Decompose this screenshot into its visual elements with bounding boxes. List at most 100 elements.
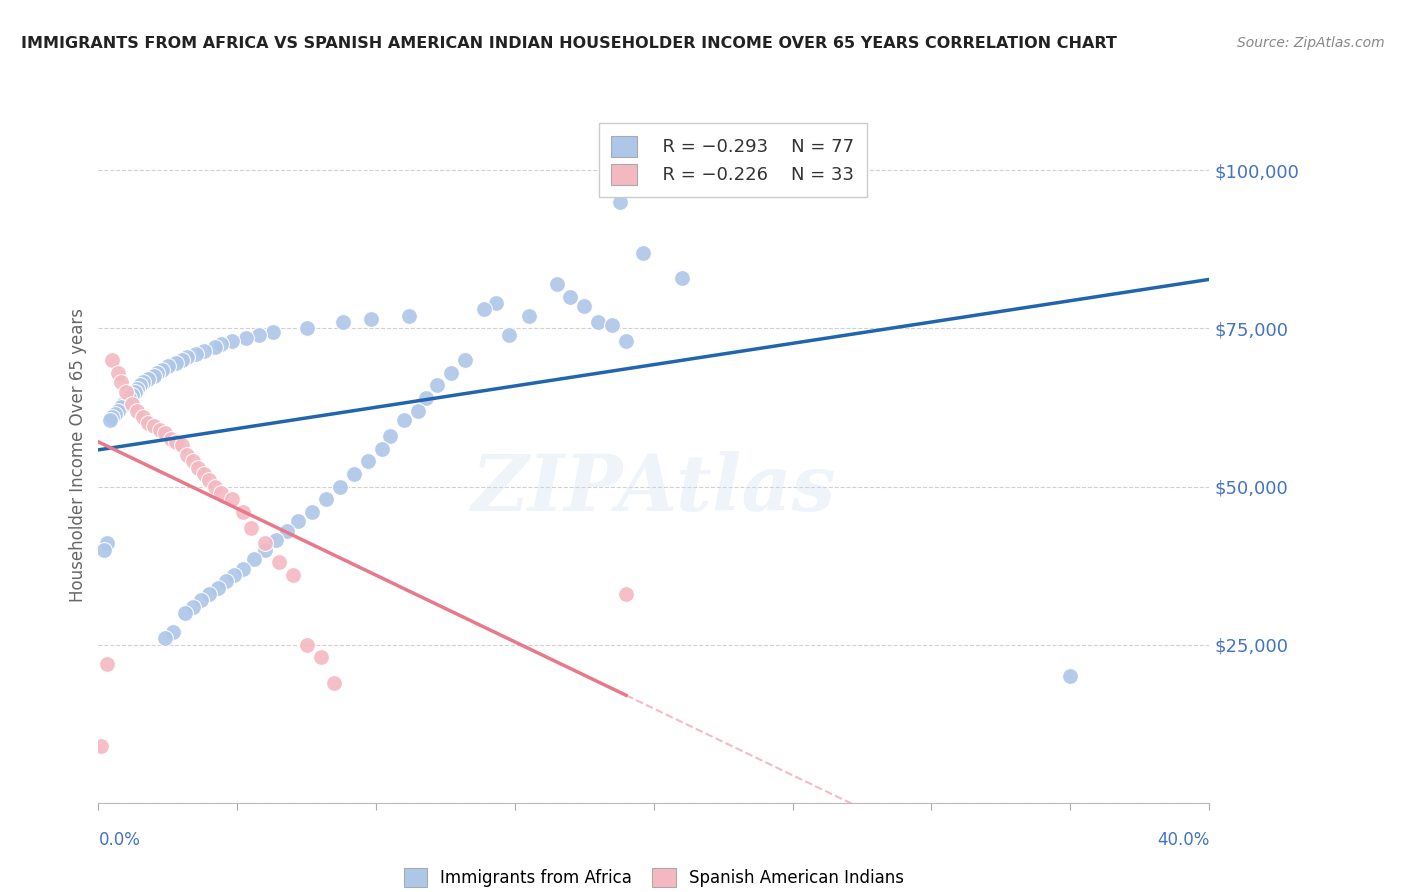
Point bbox=[484, 296, 506, 310]
Point bbox=[98, 413, 121, 427]
Point bbox=[118, 391, 141, 405]
Point bbox=[378, 429, 401, 443]
Point bbox=[198, 473, 221, 487]
Point bbox=[221, 492, 243, 507]
Point bbox=[170, 438, 193, 452]
Point bbox=[426, 378, 449, 392]
Point bbox=[115, 384, 138, 399]
Point bbox=[287, 514, 309, 528]
Point bbox=[193, 467, 215, 481]
Point bbox=[129, 378, 152, 392]
Point bbox=[301, 505, 323, 519]
Point bbox=[127, 382, 149, 396]
Point bbox=[127, 403, 149, 417]
Point bbox=[181, 454, 204, 468]
Point bbox=[609, 194, 631, 209]
Point bbox=[176, 350, 198, 364]
Point bbox=[253, 536, 276, 550]
Point bbox=[132, 409, 155, 424]
Point bbox=[132, 375, 155, 389]
Point bbox=[124, 384, 146, 399]
Point bbox=[264, 533, 287, 548]
Point bbox=[235, 331, 257, 345]
Point bbox=[143, 368, 166, 383]
Point bbox=[159, 432, 181, 446]
Point bbox=[474, 302, 496, 317]
Point bbox=[198, 587, 221, 601]
Text: ZIPAtlas: ZIPAtlas bbox=[471, 451, 837, 528]
Text: IMMIGRANTS FROM AFRICA VS SPANISH AMERICAN INDIAN HOUSEHOLDER INCOME OVER 65 YEA: IMMIGRANTS FROM AFRICA VS SPANISH AMERIC… bbox=[21, 36, 1116, 51]
Point bbox=[315, 492, 337, 507]
Point bbox=[498, 327, 520, 342]
Point bbox=[240, 521, 263, 535]
Point bbox=[193, 343, 215, 358]
Point bbox=[546, 277, 568, 292]
Point bbox=[560, 290, 582, 304]
Point bbox=[392, 413, 415, 427]
Point bbox=[454, 353, 477, 368]
Point bbox=[115, 394, 138, 409]
Point bbox=[243, 552, 266, 566]
Point bbox=[221, 334, 243, 348]
Point bbox=[153, 632, 176, 646]
Point bbox=[262, 325, 284, 339]
Point bbox=[170, 353, 193, 368]
Point bbox=[112, 397, 135, 411]
Point bbox=[357, 454, 380, 468]
Text: Source: ZipAtlas.com: Source: ZipAtlas.com bbox=[1237, 36, 1385, 50]
Point bbox=[90, 739, 112, 753]
Point bbox=[101, 353, 124, 368]
Point bbox=[121, 397, 143, 411]
Y-axis label: Householder Income Over 65 years: Householder Income Over 65 years bbox=[69, 308, 87, 602]
Point bbox=[232, 562, 254, 576]
Point bbox=[165, 356, 187, 370]
Point bbox=[101, 409, 124, 424]
Point bbox=[190, 593, 212, 607]
Point bbox=[295, 638, 318, 652]
Legend: Immigrants from Africa, Spanish American Indians: Immigrants from Africa, Spanish American… bbox=[395, 860, 912, 892]
Point bbox=[150, 362, 173, 376]
Point bbox=[1059, 669, 1081, 683]
Point bbox=[224, 568, 246, 582]
Point bbox=[600, 318, 623, 333]
Text: 0.0%: 0.0% bbox=[98, 830, 141, 848]
Point bbox=[343, 467, 366, 481]
Point bbox=[232, 505, 254, 519]
Point bbox=[517, 309, 540, 323]
Point bbox=[415, 391, 437, 405]
Point bbox=[406, 403, 429, 417]
Point bbox=[187, 460, 209, 475]
Point bbox=[309, 650, 332, 665]
Point bbox=[204, 340, 226, 354]
Point bbox=[181, 599, 204, 614]
Point bbox=[215, 574, 238, 589]
Point bbox=[110, 375, 132, 389]
Point bbox=[267, 556, 290, 570]
Point bbox=[614, 587, 637, 601]
Point bbox=[176, 448, 198, 462]
Text: 40.0%: 40.0% bbox=[1157, 830, 1209, 848]
Point bbox=[276, 524, 298, 538]
Point bbox=[281, 568, 304, 582]
Point bbox=[153, 425, 176, 440]
Point bbox=[588, 315, 610, 329]
Point bbox=[253, 542, 276, 557]
Point bbox=[360, 312, 382, 326]
Point bbox=[156, 359, 179, 374]
Point bbox=[671, 270, 693, 285]
Point bbox=[184, 347, 207, 361]
Point bbox=[107, 403, 129, 417]
Point bbox=[329, 479, 352, 493]
Point bbox=[145, 366, 167, 380]
Point bbox=[249, 327, 271, 342]
Point bbox=[138, 372, 160, 386]
Point bbox=[209, 337, 232, 351]
Point bbox=[148, 423, 170, 437]
Point bbox=[138, 417, 160, 431]
Point bbox=[295, 321, 318, 335]
Point bbox=[574, 299, 596, 313]
Point bbox=[110, 401, 132, 415]
Point bbox=[370, 442, 392, 456]
Point bbox=[104, 407, 127, 421]
Point bbox=[107, 366, 129, 380]
